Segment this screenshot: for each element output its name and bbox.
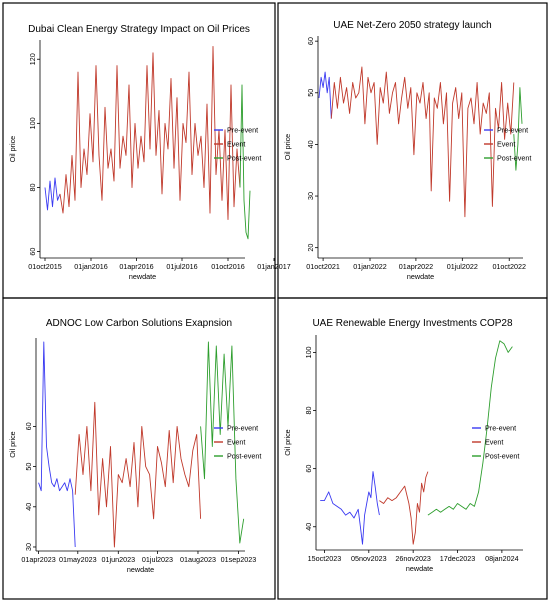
series-line-pre-event [44,177,61,211]
panel-border [2,297,276,600]
series-line-event [59,45,241,220]
x-axis-label: newdate [127,565,154,574]
legend-label: Event [485,438,503,447]
y-tick-label: 60 [306,37,315,45]
panel-border [2,2,276,299]
x-tick-label: 01jan2016 [74,262,108,271]
x-tick-label: 01oct2022 [492,262,526,271]
legend-label: Pre-event [485,424,516,433]
chart-title: UAE Net-Zero 2050 strategy launch [333,20,491,31]
x-tick-label: 01aug2023 [180,555,216,564]
series-line-event [74,401,202,548]
x-tick-label: 01apr2023 [21,555,55,564]
legend-label: Pre-event [497,126,528,135]
series-line-post-event [239,84,251,240]
y-tick-label: 100 [304,346,313,358]
legend-label: Post-event [497,154,531,163]
chart-title: Dubai Clean Energy Strategy Impact on Oi… [28,24,250,35]
y-tick-label: 40 [304,523,313,531]
x-tick-label: 01oct2021 [306,262,340,271]
legend-label: Post-event [227,154,261,163]
x-tick-label: 01sep2023 [221,555,257,564]
x-tick-label: 05nov2023 [351,554,387,563]
chart-title: UAE Renewable Energy Investments COP28 [312,318,513,329]
y-tick-label: 20 [306,244,315,252]
series-line-post-event [427,340,513,516]
x-tick-label: 26nov2023 [395,554,431,563]
x-tick-label: 17dec2023 [440,554,476,563]
legend-label: Event [497,140,515,149]
x-tick-label: 01jan2022 [353,262,387,271]
series-line-pre-event [38,341,76,548]
x-tick-label: 01jul2016 [166,262,197,271]
y-tick-label: 30 [24,543,33,551]
panel-border [277,297,548,600]
series-line-pre-event [320,471,380,545]
y-axis-label: Oil price [8,136,17,162]
chart-panel-4: UAE Renewable Energy Investments COP28 40… [277,297,548,600]
y-tick-label: 50 [24,463,33,471]
legend-label: Post-event [227,452,261,461]
x-axis-label: newdate [129,272,156,281]
x-tick-label: 01jan2017 [257,262,291,271]
x-tick-label: 08jan2024 [485,554,519,563]
x-tick-label: 01jun2023 [102,555,136,564]
legend-label: Event [227,140,245,149]
x-tick-label: 01jul2023 [142,555,173,564]
chart-panel-1: Dubai Clean Energy Strategy Impact on Oi… [2,2,291,299]
x-tick-label: 01oct2015 [28,262,62,271]
y-tick-label: 60 [28,248,37,256]
x-tick-label: 01apr2022 [399,262,433,271]
y-tick-label: 30 [306,192,315,200]
legend-label: Event [227,438,245,447]
chart-panel-2: UAE Net-Zero 2050 strategy launch 20 30 40 5… [277,2,548,299]
chart-panel-3: ADNOC Low Carbon Solutions Exapnsion 30 40… [2,297,276,600]
y-tick-label: 100 [28,117,37,129]
x-tick-label: 01apr2016 [119,262,153,271]
series-line-pre-event [318,71,332,119]
legend-label: Pre-event [227,126,258,135]
x-axis-label: newdate [407,272,434,281]
y-tick-label: 50 [306,89,315,97]
series-line-post-event [200,341,245,544]
x-tick-label: 01may2023 [59,555,97,564]
chart-title: ADNOC Low Carbon Solutions Exapnsion [46,318,232,329]
y-tick-label: 40 [24,503,33,511]
x-axis-label: newdate [406,564,433,573]
y-tick-label: 120 [28,53,37,65]
legend-label: Pre-event [227,424,258,433]
x-tick-label: 15oct2023 [308,554,342,563]
y-axis-label: Oil price [283,429,292,455]
y-axis-label: Oil price [283,134,292,160]
series-line-event [330,66,515,218]
y-tick-label: 80 [304,407,313,415]
y-axis-label: Oil price [8,431,17,457]
series-line-post-event [513,87,523,171]
y-tick-label: 60 [24,422,33,430]
x-tick-label: 01jul2022 [447,262,478,271]
legend-label: Post-event [485,452,519,461]
series-line-event [379,471,429,545]
y-tick-label: 80 [28,183,37,191]
y-tick-label: 60 [304,465,313,473]
y-tick-label: 40 [306,140,315,148]
x-tick-label: 01oct2016 [211,262,245,271]
